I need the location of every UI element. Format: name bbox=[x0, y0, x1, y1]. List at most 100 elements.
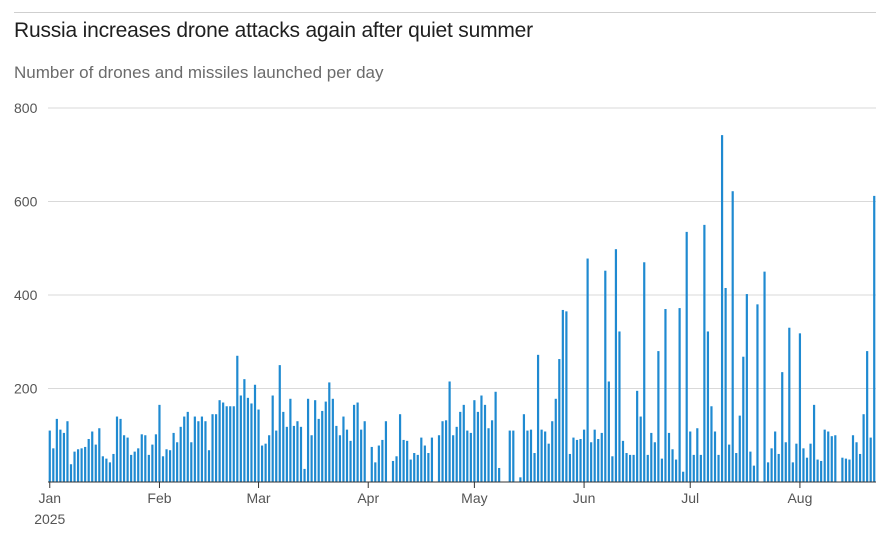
bar bbox=[802, 448, 805, 482]
bar bbox=[568, 453, 572, 482]
bar bbox=[236, 355, 239, 482]
bar bbox=[551, 421, 554, 482]
bar bbox=[639, 416, 642, 482]
bar bbox=[335, 425, 338, 482]
bar bbox=[529, 429, 533, 482]
bar bbox=[285, 426, 288, 482]
bar bbox=[338, 435, 342, 482]
bar bbox=[105, 458, 108, 482]
bar bbox=[94, 444, 97, 482]
bar bbox=[490, 420, 494, 482]
bar bbox=[805, 457, 809, 482]
bar bbox=[476, 411, 480, 482]
bar bbox=[752, 465, 756, 482]
bar bbox=[381, 439, 384, 482]
bar bbox=[289, 398, 292, 482]
bar bbox=[423, 445, 426, 482]
bar bbox=[834, 435, 837, 482]
bar bbox=[260, 445, 264, 482]
bar bbox=[572, 437, 575, 482]
bar bbox=[866, 351, 869, 482]
bar bbox=[246, 397, 250, 482]
top-rule bbox=[14, 12, 876, 13]
bar bbox=[186, 411, 189, 482]
bar bbox=[459, 411, 462, 482]
bar bbox=[243, 379, 246, 482]
bar bbox=[441, 421, 444, 482]
bar bbox=[558, 359, 561, 482]
bar bbox=[76, 449, 80, 482]
bar bbox=[798, 333, 802, 482]
bar bbox=[275, 430, 278, 482]
bar bbox=[402, 439, 405, 482]
bar bbox=[643, 262, 646, 482]
bar bbox=[190, 442, 193, 482]
bar bbox=[144, 435, 147, 482]
bar bbox=[650, 432, 653, 482]
bar bbox=[413, 453, 416, 482]
bar bbox=[207, 450, 211, 482]
bar bbox=[151, 444, 154, 482]
bar bbox=[862, 414, 865, 482]
bar bbox=[565, 311, 568, 482]
bar bbox=[161, 456, 165, 482]
bar bbox=[717, 454, 720, 482]
bar bbox=[841, 457, 844, 482]
bar bbox=[176, 442, 179, 482]
bar bbox=[324, 401, 327, 482]
y-tick-label: 400 bbox=[14, 287, 38, 303]
bar bbox=[586, 258, 589, 482]
bar bbox=[575, 439, 579, 482]
bar bbox=[823, 429, 826, 482]
bar bbox=[427, 453, 430, 482]
bar bbox=[218, 400, 221, 482]
bar bbox=[873, 195, 876, 482]
bar bbox=[710, 406, 713, 482]
bar bbox=[706, 331, 710, 482]
bar bbox=[200, 416, 204, 482]
bar bbox=[625, 453, 628, 482]
bar bbox=[154, 434, 158, 482]
bar bbox=[317, 418, 320, 482]
bar bbox=[498, 467, 501, 482]
bar bbox=[774, 431, 777, 482]
bar bbox=[374, 462, 377, 482]
bar bbox=[73, 451, 76, 482]
bar bbox=[519, 477, 522, 482]
bar bbox=[147, 454, 150, 482]
bar bbox=[820, 460, 823, 482]
bar bbox=[257, 409, 260, 482]
bar bbox=[239, 395, 242, 482]
bar bbox=[101, 456, 104, 482]
bar bbox=[466, 430, 469, 482]
bar bbox=[363, 421, 366, 482]
x-tick-label: Jan bbox=[38, 490, 61, 506]
bar bbox=[62, 432, 66, 482]
bar bbox=[314, 400, 317, 482]
bar bbox=[728, 444, 731, 482]
bar bbox=[788, 327, 791, 482]
bar bbox=[69, 464, 73, 482]
bar bbox=[225, 406, 228, 482]
bar bbox=[812, 404, 816, 482]
bar bbox=[448, 381, 451, 482]
bar bbox=[487, 428, 490, 482]
bar bbox=[430, 437, 434, 482]
x-year-label: 2025 bbox=[34, 511, 65, 527]
bar bbox=[91, 431, 94, 482]
chart-title: Russia increases drone attacks again aft… bbox=[14, 19, 533, 42]
bar bbox=[437, 435, 441, 482]
bar bbox=[699, 454, 702, 482]
bar bbox=[628, 454, 632, 482]
bar bbox=[222, 402, 225, 482]
bar bbox=[554, 398, 557, 482]
bar bbox=[133, 451, 136, 482]
chart-subtitle: Number of drones and missiles launched p… bbox=[14, 63, 384, 82]
bar bbox=[781, 372, 784, 482]
bar bbox=[593, 429, 596, 482]
bar bbox=[749, 451, 752, 482]
bar bbox=[197, 421, 200, 482]
x-tick-label: May bbox=[461, 490, 487, 506]
bar bbox=[674, 459, 678, 482]
bar bbox=[87, 438, 90, 482]
